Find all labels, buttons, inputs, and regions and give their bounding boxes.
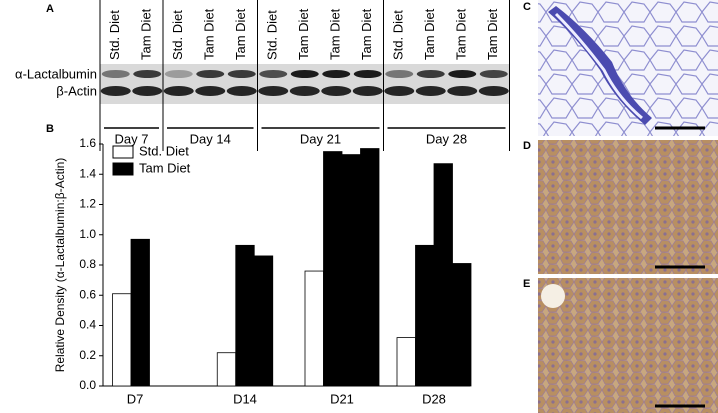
bar [304,270,324,387]
y-tick-label: 1.6 [79,136,96,150]
band [353,70,382,78]
x-tick-label: D28 [422,391,446,406]
band [195,86,226,96]
lane-label: Tam Diet [359,8,374,60]
bar [396,337,416,387]
y-tick-label: 0.4 [79,318,96,332]
bar [452,263,472,387]
blot-row-label: α-Lactalbumin [15,66,97,81]
band [258,86,289,96]
bar [415,244,435,387]
lane-label: Tam Diet [454,8,469,60]
y-axis-label: Relative Density (α-Lactalbumin:β-Actin) [53,158,67,373]
band [100,86,131,96]
legend-label: Std. Diet [139,143,189,158]
band [226,86,257,96]
bar [253,255,274,387]
panel-label: C [523,1,531,13]
band [101,70,130,78]
lane-label: Tam Diet [422,8,437,60]
histology-d [538,140,718,274]
day-label: Day 14 [190,131,231,146]
lane-label: Tam Diet [233,8,248,60]
band [163,86,194,96]
day-label: Day 28 [426,131,467,146]
bar [216,352,237,387]
x-tick-label: D7 [127,391,144,406]
band [384,86,415,96]
histology-e [538,278,718,413]
band [133,70,162,78]
duct-lumen [554,12,643,120]
band [321,86,352,96]
bar [235,244,255,387]
y-tick-label: 1.2 [79,197,96,211]
bar [112,293,132,387]
legend-swatch [112,145,134,159]
panel-label: D [523,140,531,152]
band [448,70,477,78]
legend-label: Tam Diet [139,160,191,175]
band [322,70,351,78]
blot-row-label: β-Actin [56,83,97,98]
blot-membrane [100,64,510,104]
legend-swatch [112,162,134,176]
band [415,86,446,96]
bar [360,148,380,387]
lane-label: Tam Diet [202,8,217,60]
lane-label: Tam Diet [296,8,311,60]
panel-label: A [46,3,54,15]
y-tick-label: 0.8 [79,257,96,271]
y-tick-label: 1.0 [79,227,96,241]
day-label: Day 7 [115,131,149,146]
band [385,70,414,78]
lane-label: Std. Diet [265,10,280,60]
vessel [541,284,565,308]
bar [433,163,453,387]
band [196,70,225,78]
lane-label: Std. Diet [391,10,406,60]
band [416,70,445,78]
x-tick-label: D14 [233,391,257,406]
bar [341,154,361,387]
lane-label: Std. Diet [170,10,185,60]
y-tick-label: 0.0 [79,378,96,392]
band [164,70,193,78]
panel-label: B [46,123,54,135]
panel-label: E [523,278,530,290]
day-label: Day 21 [300,131,341,146]
band [227,70,256,78]
band [447,86,478,96]
lane-label: Std. Diet [107,10,122,60]
lane-label: Tam Diet [328,8,343,60]
band [132,86,163,96]
lane-label: Tam Diet [485,8,500,60]
band [289,86,320,96]
band [479,70,508,78]
band [352,86,383,96]
y-tick-label: 0.2 [79,348,96,362]
bar [323,151,343,387]
y-tick-label: 0.6 [79,287,96,301]
band [259,70,288,78]
y-tick-label: 1.4 [79,166,96,180]
band [478,86,509,96]
bar [130,238,150,387]
band [290,70,319,78]
x-tick-label: D21 [330,391,354,406]
lane-label: Tam Diet [139,8,154,60]
